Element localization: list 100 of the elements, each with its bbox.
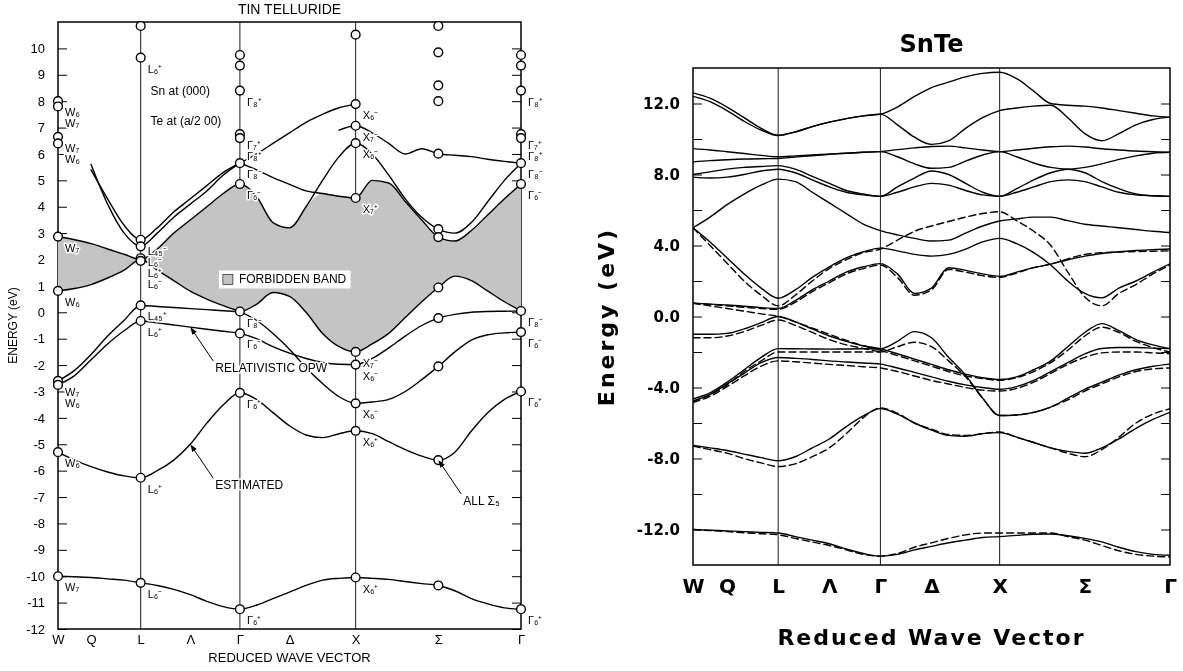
- data-label: X₇⁻: [362, 130, 378, 143]
- y-axis-title: Energy (eV): [594, 226, 619, 407]
- data-label: X₇⁺: [362, 203, 378, 216]
- annotation: Sn at (000): [150, 83, 210, 98]
- data-label: L₆⁺: [147, 62, 163, 75]
- data-label: W₇: [65, 581, 80, 594]
- data-label: W₇: [65, 141, 80, 154]
- y-tick-label: -6: [33, 463, 45, 479]
- chart-title: SnTe: [899, 30, 964, 58]
- y-tick-label: 4: [37, 199, 45, 215]
- data-label: L₆⁻: [147, 277, 163, 290]
- data-label: Γ₇⁺: [246, 139, 261, 152]
- y-tick-label: -7: [33, 489, 45, 505]
- y-tick-label: -8.0: [647, 449, 680, 468]
- y-tick-label: 12.0: [642, 94, 680, 113]
- data-label: Γ₈⁻: [528, 168, 543, 181]
- y-tick-label: 10: [30, 41, 45, 57]
- data-label: Γ₈⁺: [528, 95, 543, 108]
- x-tick-label: Δ: [285, 632, 295, 648]
- y-tick-label: -9: [33, 542, 45, 558]
- data-label: Γ₆⁺: [246, 614, 262, 627]
- y-tick-label: -5: [33, 436, 45, 452]
- x-tick-label: Γ: [874, 574, 888, 599]
- data-label: L₆⁺: [147, 482, 163, 495]
- y-tick-label: 8.0: [653, 165, 680, 184]
- data-label: W₆: [65, 106, 80, 119]
- y-tick-label: -12: [26, 621, 45, 637]
- annotation: ESTIMATED: [215, 478, 284, 493]
- data-label: X₆⁺: [362, 582, 379, 595]
- y-tick-label: -8: [33, 516, 45, 532]
- annotation: Te at (a/2 00): [150, 113, 222, 128]
- data-label: Γ₆⁻: [246, 338, 262, 351]
- data-label: Γ₆⁺: [528, 396, 543, 409]
- y-tick-label: -4.0: [647, 378, 680, 397]
- x-tick-label: Δ: [924, 574, 941, 599]
- data-label: Γ₆⁺: [528, 614, 543, 627]
- data-label: X₆⁻: [362, 408, 379, 421]
- data-label: Γ₈⁻: [246, 316, 262, 329]
- x-tick-label: Σ: [434, 632, 443, 648]
- data-label: X₆⁻: [362, 109, 379, 122]
- data-label: X₆⁺: [362, 435, 379, 448]
- x-tick-label: L: [772, 574, 786, 599]
- x-tick-label: Q: [719, 574, 737, 599]
- x-tick-label: Λ: [186, 632, 196, 648]
- data-label: L₆⁺: [147, 266, 163, 279]
- y-tick-label: -12.0: [636, 520, 680, 539]
- x-tick-label: Γ: [1164, 574, 1178, 599]
- y-tick-label: 0.0: [653, 307, 680, 326]
- legend-label: FORBIDDEN BAND: [238, 272, 347, 287]
- x-axis-title: REDUCED WAVE VECTOR: [208, 650, 371, 665]
- data-label: Γ₈⁺: [528, 150, 543, 163]
- data-label: Γ₆⁻: [528, 337, 543, 350]
- y-tick-label: -11: [27, 595, 45, 611]
- y-axis-title: ENERGY (eV): [6, 287, 21, 364]
- data-label: Γ₇⁺: [528, 139, 542, 152]
- x-tick-label: X: [992, 574, 1009, 599]
- x-tick-label: L: [137, 632, 145, 648]
- y-tick-label: -4: [33, 410, 45, 426]
- data-label: X₆⁻: [362, 369, 379, 382]
- y-tick-label: 3: [37, 225, 45, 241]
- y-tick-label: 1: [37, 278, 45, 294]
- data-label: L₄₅⁺: [147, 310, 167, 323]
- data-label: W₆: [65, 152, 80, 165]
- data-label: W₆: [65, 295, 80, 308]
- y-tick-label: 7: [37, 120, 45, 136]
- y-tick-label: 5: [37, 173, 45, 189]
- x-axis-title: Reduced Wave Vector: [777, 625, 1086, 650]
- y-tick-label: 4.0: [653, 236, 680, 255]
- y-tick-label: 8: [37, 93, 45, 109]
- y-tick-label: 9: [37, 67, 45, 83]
- data-label: W₇: [65, 385, 80, 398]
- y-tick-label: 6: [37, 146, 45, 162]
- data-label: Γ₆⁺: [246, 397, 262, 410]
- y-tick-label: -3: [33, 384, 45, 400]
- x-tick-label: Λ: [822, 574, 839, 599]
- data-label: L₆⁺: [147, 326, 163, 339]
- x-tick-label: Σ: [1078, 574, 1093, 599]
- data-label: L₆⁻: [147, 587, 163, 600]
- annotation: ALL Σ₅: [463, 494, 500, 509]
- y-tick-label: -10: [26, 568, 45, 584]
- data-label: W₆: [65, 457, 80, 470]
- data-label: Γ₈⁻: [246, 168, 262, 181]
- data-label: Γ₈⁺: [246, 95, 262, 108]
- x-tick-label: Q: [86, 632, 97, 648]
- data-label: Γ₈⁻: [528, 315, 543, 328]
- x-tick-label: Γ: [517, 632, 526, 648]
- x-tick-label: W: [682, 574, 705, 599]
- chart-title: TIN TELLURIDE: [237, 1, 342, 17]
- y-tick-label: 0: [37, 304, 45, 320]
- y-tick-label: -1: [33, 331, 45, 347]
- data-label: L₆⁻: [147, 255, 163, 268]
- x-tick-label: Γ: [236, 632, 244, 648]
- y-tick-label: -2: [33, 357, 45, 373]
- data-label: W₆: [65, 396, 80, 409]
- x-tick-label: W: [52, 632, 66, 648]
- y-tick-label: 2: [37, 252, 45, 268]
- data-label: Γ₆⁻: [528, 189, 543, 202]
- data-label: W₇: [65, 241, 80, 254]
- data-label: X₇⁻: [362, 356, 378, 369]
- data-label: W₇: [65, 117, 80, 130]
